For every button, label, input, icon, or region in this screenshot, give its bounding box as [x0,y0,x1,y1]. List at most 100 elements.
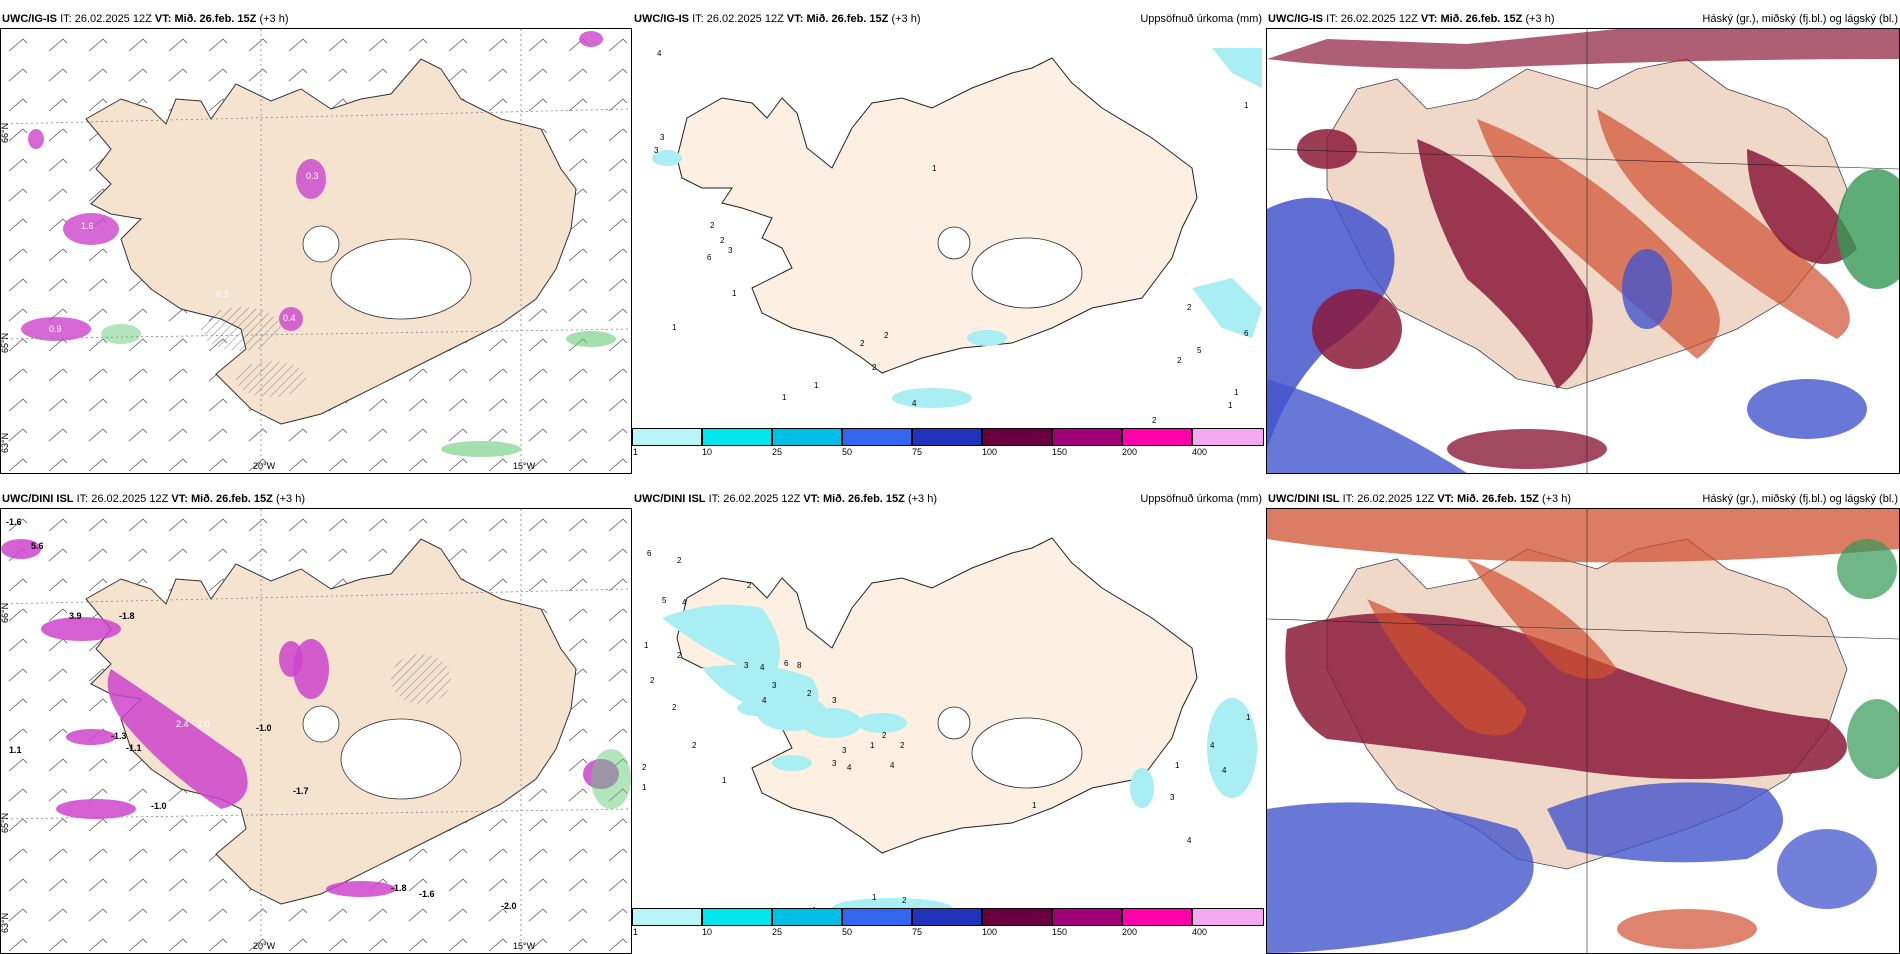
precip-value: 2 [677,651,682,660]
precip-value: 3 [832,696,837,705]
precip-title: Uppsöfnuð úrkoma (mm) [1140,493,1262,505]
precip-value: 2 [677,556,682,565]
precip-value: 1 [722,776,727,785]
legend-tick: 100 [982,927,998,937]
legend-swatch [632,908,702,926]
precip-value: 4 [760,663,765,672]
precip-value: 1 [1032,801,1037,810]
axis-label-lat: 63°N [1,433,10,453]
precip-value: 2 [807,689,812,698]
legend-tick: 1 [633,447,639,457]
wind-label: 1.1 [9,745,22,755]
legend-swatch [1052,908,1122,926]
legend-tick: 100 [982,447,998,457]
axis-label-lat: 66°N [1,603,10,623]
precip-value: 4 [682,598,687,607]
legend-swatch [702,428,772,446]
map-frame[interactable]: 0.3 0.4 0.9 1.6 0.3 66°N 65°N 63°N 20°W … [0,28,632,474]
wind-label: -1.3 [111,731,127,741]
precip-value: 2 [884,331,889,340]
precip-value: 1 [872,893,877,902]
wind-map: -1.6 5.6 3.9 -1.8 -1.0 -1.3 -1.1 1.1 -1.… [1,509,631,953]
panel-title: UWC/IG-IS IT: 26.02.2025 12Z VT: Mið. 26… [2,13,289,25]
legend-swatch [1122,428,1192,446]
panel-title: UWC/IG-IS IT: 26.02.2025 12Z VT: Mið. 26… [1266,10,1900,28]
map-frame[interactable] [1266,508,1900,954]
wind-label: -1.6 [6,517,22,527]
precip-value: 3 [728,246,733,255]
wind-label: -1.1 [126,743,142,753]
cloud-map [1267,509,1899,953]
wind-label: -1.8 [391,883,407,893]
precip-value: 4 [890,761,895,770]
legend-swatch [772,908,842,926]
precip-value: 2 [872,363,877,372]
legend-tick: 1 [633,927,639,937]
legend-swatch [1052,428,1122,446]
precip-value: 6 [1244,329,1249,338]
precip-value: 6 [784,659,789,668]
precip-value: 1 [1234,388,1239,397]
precip-value: 8 [797,661,802,670]
panel-title: UWC/DINI ISL IT: 26.02.2025 12Z VT: Mið.… [1266,490,1900,508]
precip-value: 1 [672,323,677,332]
axis-label-lon: 15°W [513,941,536,951]
legend-swatch [772,428,842,446]
precip-value: 3 [832,759,837,768]
panel-r1-cloud: UWC/IG-IS IT: 26.02.2025 12Z VT: Mið. 26… [1266,10,1900,474]
legend-swatch [842,908,912,926]
precip-value: 4 [1187,836,1192,845]
precip-value: 2 [900,741,905,750]
map-frame[interactable]: 4 3 3 2 2 3 6 1 1 1 1 1 2 2 2 4 2 2 5 6 … [632,28,1264,440]
panel-r2-wind: UWC/DINI ISL IT: 26.02.2025 12Z VT: Mið.… [0,490,632,954]
precip-value: 1 [642,783,647,792]
legend-tick: 200 [1122,447,1138,457]
cloud-title: Háský (gr.), miðský (fj.bl.) og lágský (… [1702,13,1898,25]
precip-title: Uppsöfnuð úrkoma (mm) [1140,13,1262,25]
axis-label-lat: 65°N [1,813,10,833]
axis-label-lon: 20°W [253,461,276,471]
legend-swatch [842,428,912,446]
precip-legend: 1 10 25 50 75 100 150 200 400 [632,428,1264,462]
map-frame[interactable] [1266,28,1900,474]
wind-label: 1.6 [81,221,94,231]
legend-tick: 150 [1052,447,1068,457]
precip-value: 1 [1228,401,1233,410]
precip-value: 2 [882,731,887,740]
precip-value: 3 [744,661,749,670]
wind-label: -2.0 [501,901,517,911]
legend-swatch [1192,908,1264,926]
precip-value: 5 [1197,346,1202,355]
precip-value: 5 [662,596,667,605]
legend-swatch [1122,908,1192,926]
wind-label: 0.3 [306,171,319,181]
wind-map: 0.3 0.4 0.9 1.6 0.3 66°N 65°N 63°N 20°W … [1,29,631,473]
legend-swatch [702,908,772,926]
precip-map: 4 3 3 2 2 3 6 1 1 1 1 1 2 2 2 4 2 2 5 6 … [632,28,1264,440]
precip-value: 2 [1187,303,1192,312]
precip-value: 4 [1222,766,1227,775]
wind-label: -1.7 [293,786,309,796]
precip-value: 3 [660,133,665,142]
wind-label: 5.6 [31,541,44,551]
map-frame[interactable]: -1.6 5.6 3.9 -1.8 -1.0 -1.3 -1.1 1.1 -1.… [0,508,632,954]
map-frame[interactable]: 6 2 2 5 4 1 2 2 3 4 6 8 3 2 3 2 4 2 2 1 … [632,508,1264,920]
precip-value: 4 [912,399,917,408]
precip-value: 6 [647,549,652,558]
axis-label-lat: 63°N [1,913,10,933]
legend-swatch [982,428,1052,446]
axis-label-lat: 66°N [1,123,10,143]
wind-label: -1.6 [419,889,435,899]
precip-value: 4 [657,49,662,58]
precip-value: 4 [1210,741,1215,750]
legend-tick: 10 [702,447,713,457]
panel-r1-wind: UWC/IG-IS IT: 26.02.2025 12Z VT: Mið. 26… [0,10,632,474]
legend-tick: 400 [1192,927,1208,937]
legend-tick: 150 [1052,927,1068,937]
wind-label: 0.4 [283,313,296,323]
legend-swatch [632,428,702,446]
legend-swatch [982,908,1052,926]
wind-label: 2.4 [176,719,189,729]
panel-title: UWC/DINI ISL IT: 26.02.2025 12Z VT: Mið.… [632,490,1264,508]
precip-legend: 1 10 25 50 75 100 150 200 400 [632,908,1264,942]
